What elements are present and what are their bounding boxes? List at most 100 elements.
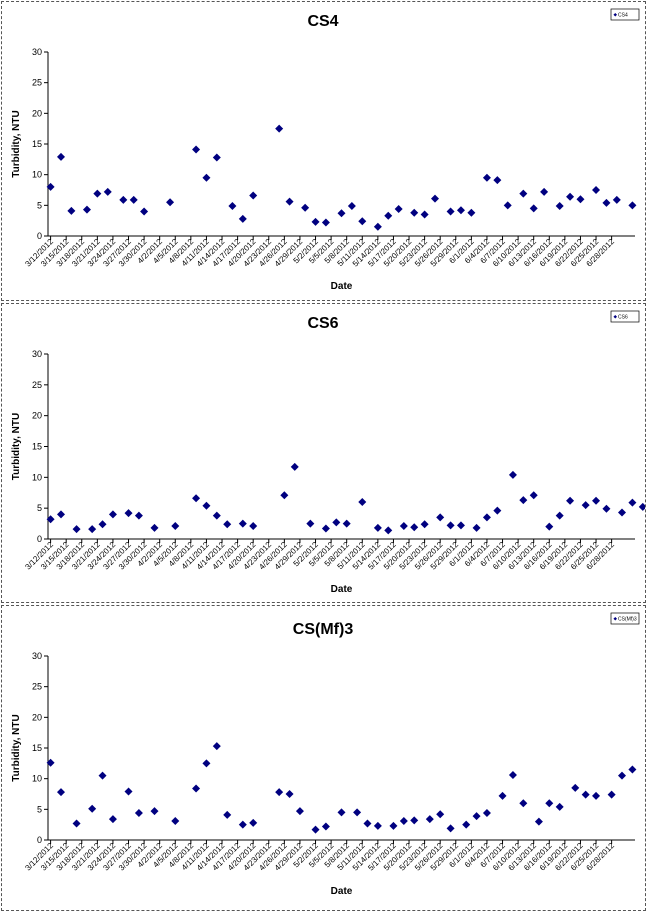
data-point [124,509,133,518]
y-tick-label: 30 [32,349,42,359]
data-point [202,501,211,510]
data-point [56,510,65,519]
data-point [571,783,580,792]
data-point [140,207,149,216]
data-point [420,210,429,219]
data-point [446,824,455,833]
data-point [202,173,211,182]
data-point [46,758,55,767]
data-point [363,819,372,828]
y-tick-label: 30 [32,47,42,57]
data-point [134,809,143,818]
data-point [150,523,159,532]
data-point [212,511,221,520]
data-point [72,525,81,534]
data-point [592,791,601,800]
data-point [275,124,284,133]
data-point [436,810,445,819]
legend-label: CS(Mf)3 [618,617,637,623]
data-point [275,788,284,797]
data-point [88,525,97,534]
y-tick-label: 20 [32,411,42,421]
data-point [98,520,107,529]
data-point [628,765,637,774]
chart-title: CS(Mf)3 [293,621,354,638]
data-point [72,819,81,828]
data-point [384,211,393,220]
data-point [618,508,627,517]
data-point [628,201,637,210]
data-point [280,491,289,500]
data-point [98,771,107,780]
data-point [202,759,211,768]
data-point [373,821,382,830]
data-point [373,523,382,532]
y-tick-label: 20 [32,712,42,722]
data-point [192,494,201,503]
data-point [46,182,55,191]
chart-panel-csmf3: CS(Mf)3 CS(Mf)3 0 5 10 15 20 25 30 Turbidity, NTU… [1,605,646,911]
data-point [88,804,97,813]
data-point [82,205,91,214]
data-point [462,820,471,829]
data-point [529,204,538,213]
data-point [508,470,517,479]
y-tick-label: 25 [32,380,42,390]
chart-title: CS6 [307,315,338,332]
data-point [628,498,637,507]
data-point [493,176,502,185]
data-point [482,173,491,182]
data-point [108,510,117,519]
y-tick-label: 10 [32,170,42,180]
data-point [67,206,76,215]
data-point [519,189,528,198]
data-point [472,523,481,532]
y-tick-label: 0 [37,835,42,845]
data-point [171,522,180,531]
data-point [134,511,143,520]
x-axis-title: Date [331,886,353,897]
legend-label: CS4 [618,13,628,19]
data-point [373,222,382,231]
legend: CS4 [610,8,640,21]
data-point [456,206,465,215]
data-point [228,201,237,210]
data-point [482,809,491,818]
chart-panel-cs4: CS4 CS4 0 5 10 15 20 25 30 Turbidity, NTU 3/12/201… [1,1,646,301]
data-point [399,816,408,825]
data-point [332,518,341,527]
data-point [150,807,159,816]
legend-label: CS6 [618,315,628,321]
data-point [472,812,481,821]
data-point [602,504,611,513]
y-axis-title: Turbidity, NTU [11,110,22,177]
data-point [482,513,491,522]
data-point [399,522,408,531]
data-point [212,153,221,162]
data-point [446,521,455,530]
data-point [534,817,543,826]
data-point [103,187,112,196]
data-point [618,771,627,780]
x-axis-title: Date [331,584,353,595]
data-point [545,799,554,808]
y-tick-label: 25 [32,78,42,88]
data-point [249,522,258,531]
data-point [612,195,621,204]
y-tick-label: 15 [32,442,42,452]
y-tick-label: 20 [32,108,42,118]
y-tick-label: 15 [32,743,42,753]
data-point [519,496,528,505]
data-point [301,203,310,212]
legend: CS(Mf)3 [610,612,640,625]
data-point [93,189,102,198]
data-point [358,217,367,226]
data-point [337,209,346,218]
data-point [503,201,512,210]
data-point [46,515,55,524]
y-tick-label: 30 [32,651,42,661]
y-tick-label: 0 [37,231,42,241]
data-point [394,205,403,214]
